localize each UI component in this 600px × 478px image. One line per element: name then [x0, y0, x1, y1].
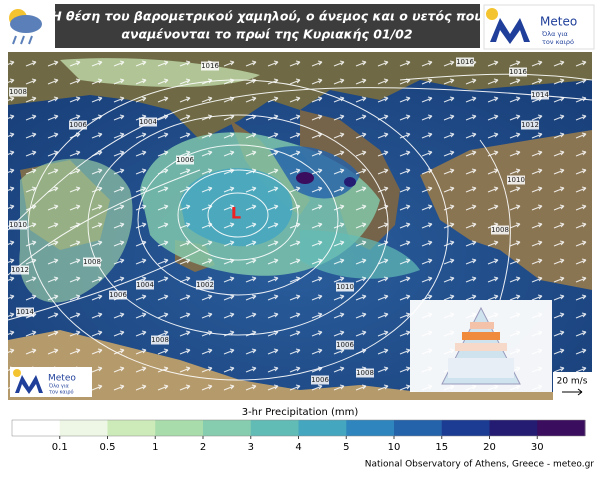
colorbar-segment	[203, 420, 252, 436]
isobar-label-bg	[336, 340, 354, 350]
isobar-labels: 1016 1016 1016 1014 1008 1006 1004 1012 1010 1008…	[9, 57, 549, 385]
isobar-label: 1002	[196, 281, 214, 289]
colorbar-segment	[346, 420, 395, 436]
header: Η θέση του βαρομετρικού χαμηλού, ο άνεμο…	[0, 0, 600, 52]
colorbar-tick-label: 20	[483, 442, 496, 453]
isobar-label-bg	[356, 368, 374, 378]
logo-tagline: Όλα για	[541, 30, 568, 38]
title-box	[55, 4, 480, 48]
isobar-label-bg	[196, 280, 214, 290]
colorbar-segment	[489, 420, 538, 436]
colorbar-tick-label: 2	[200, 442, 206, 453]
colorbar-tick-label: 3	[248, 442, 254, 453]
logo-tagline: τον καιρό	[49, 389, 74, 396]
isobar-label-bg	[139, 117, 157, 127]
colorbar: 0.1 0.5 1 2 3 4 5 10 15 20 30	[11, 419, 586, 453]
wind-scale-arrow	[562, 388, 583, 396]
isobar-label: 1006	[69, 121, 87, 129]
colorbar-tick-label: 0.1	[52, 442, 68, 453]
isobar-label-bg	[311, 375, 329, 385]
isobar-label-bg	[176, 155, 194, 165]
isobar-label: 1008	[83, 258, 101, 266]
colorbar-segment	[537, 420, 586, 436]
isobar-label-bg	[16, 307, 34, 317]
isobar-label: 1004	[139, 118, 157, 126]
isobar-label-bg	[9, 220, 27, 230]
isobar-label-bg	[336, 282, 354, 292]
low-label: L	[231, 204, 241, 223]
isobar-label-bg	[9, 87, 27, 97]
colorbar-segment	[155, 420, 204, 436]
colorbar-segment	[298, 420, 347, 436]
title-line: αναμένονται το πρωί της Κυριακής 01/02	[121, 27, 412, 42]
title-line: Η θέση του βαρομετρικού χαμηλού, ο άνεμο…	[51, 9, 483, 24]
map: 1016 1016 1016 1014 1008 1006 1004 1012 1010 1008…	[7, 52, 593, 400]
isobar-label-bg	[11, 265, 29, 275]
isobar-label: 1008	[491, 226, 509, 234]
logo-name: Meteo	[540, 15, 577, 29]
isobar-label: 1016	[509, 68, 527, 76]
isobar-label: 1006	[109, 291, 127, 299]
isobar-label: 1014	[531, 91, 549, 99]
isobar-label-bg	[83, 257, 101, 267]
colorbar-segment	[107, 420, 156, 436]
colorbar-tick-label: 10	[388, 442, 401, 453]
isobar-label: 1008	[151, 336, 169, 344]
logo-tagline: Όλα για	[48, 383, 70, 390]
isobar-label: 1014	[16, 308, 34, 316]
logo-tagline: τον καιρό	[542, 38, 574, 46]
isobar-label: 1016	[456, 58, 474, 66]
colorbar-tick-label: 1	[152, 442, 158, 453]
wind-scale: 20 m/s	[557, 377, 588, 387]
isobar-label: 1012	[521, 121, 539, 129]
logo-bottom: Meteo Όλα για τον καιρό	[10, 367, 92, 397]
isobar-label: 1006	[336, 341, 354, 349]
isobar-label: 1008	[9, 88, 27, 96]
isobar-label-bg	[521, 120, 539, 130]
isobar-label: 1012	[11, 266, 29, 274]
isobar-label-bg	[69, 120, 87, 130]
colorbar-tick-label: 30	[531, 442, 544, 453]
isobar-label-bg	[507, 175, 525, 185]
colorbar-tick-label: 5	[343, 442, 349, 453]
isobar-label-bg	[151, 335, 169, 345]
colorbar-title: 3-hr Precipitation (mm)	[242, 407, 359, 418]
isobar-label: 1010	[9, 221, 27, 229]
isobar-label: 1006	[311, 376, 329, 384]
colorbar-tick-label: 0.5	[100, 442, 116, 453]
colorbar-tick-label: 4	[295, 442, 301, 453]
colorbar-segment	[250, 420, 299, 436]
isobar-label: 1016	[201, 62, 219, 70]
legend-inset	[410, 300, 552, 392]
isobar-label-bg	[136, 280, 154, 290]
isobar-label: 1010	[507, 176, 525, 184]
logo-top: Meteo Όλα για τον καιρό	[483, 4, 595, 50]
colorbar-tick-label: 15	[435, 442, 448, 453]
isobar-label: 1008	[356, 369, 374, 377]
weather-icon	[9, 9, 42, 45]
colorbar-segment	[394, 420, 443, 436]
colorbar-segment	[12, 420, 61, 436]
isobar-label-bg	[531, 90, 549, 100]
logo-name: Meteo	[48, 374, 76, 384]
isobar-label-bg	[109, 290, 127, 300]
colorbar-segment	[441, 420, 490, 436]
isobar-label-bg	[491, 225, 509, 235]
isobar-label: 1006	[176, 156, 194, 164]
isobar-label: 1010	[336, 283, 354, 291]
isobar-label-bg	[201, 61, 219, 71]
isobar-label: 1004	[136, 281, 154, 289]
isobar-label-bg	[509, 67, 527, 77]
colorbar-segment	[59, 420, 108, 436]
isobar-label-bg	[456, 57, 474, 67]
footer: National Observatory of Athens, Greece -…	[365, 460, 595, 470]
